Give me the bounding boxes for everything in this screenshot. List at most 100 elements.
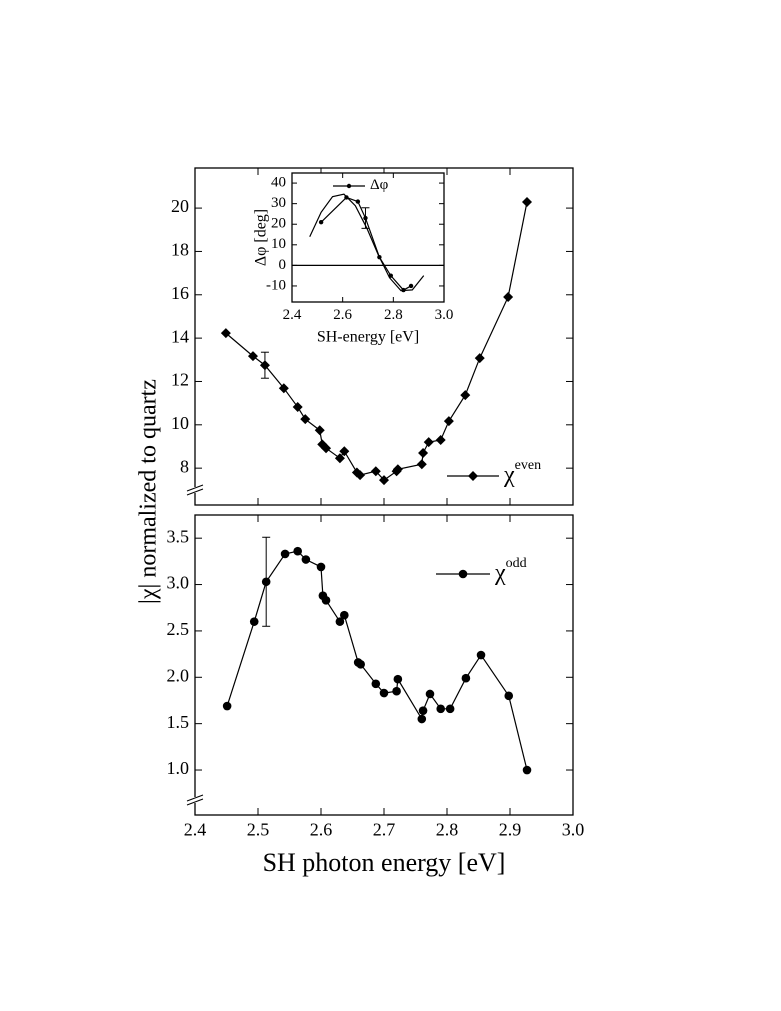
y-axis-label: Δφ [deg] [253,209,270,266]
marker [370,466,381,477]
y-tick-label: 1.0 [167,758,190,778]
x-tick-label: 2.6 [333,307,352,323]
axis-break [186,798,204,806]
y-tick-label: 20 [171,196,189,216]
marker [474,353,485,364]
marker [316,562,326,572]
marker [247,351,258,362]
x-axis-label: SH photon energy [eV] [263,848,506,877]
x-tick-label: 2.4 [184,819,207,839]
marker [355,199,361,204]
marker [504,691,514,701]
marker [371,679,381,689]
marker [416,459,427,470]
x-tick-label: 3.0 [562,819,585,839]
marker [392,464,403,475]
marker [408,283,414,289]
series-line [309,193,425,292]
marker [278,383,289,394]
marker [321,596,331,605]
marker [301,555,311,564]
x-tick-label: 2.8 [384,307,403,323]
marker [418,706,428,715]
y-tick-label: 30 [271,195,286,211]
x-tick-label: 2.9 [499,819,522,839]
marker [340,610,349,620]
marker [445,704,455,714]
axis-break-gap [189,797,201,803]
legend-label: χodd [494,556,527,585]
x-tick-label: 2.8 [436,819,459,839]
marker [318,219,324,225]
legend-marker [468,471,478,481]
y-tick-label: 16 [171,283,189,303]
y-axis-label: |χ| normalized to quartz [136,379,162,604]
legend-name: χ [494,560,506,586]
y-tick-label: 18 [171,240,189,260]
y-tick-label: 2.0 [167,665,190,685]
marker [220,328,231,339]
legend-marker [458,569,468,579]
y-tick-label: 20 [271,216,286,232]
marker [522,197,533,208]
y-tick-label: 14 [171,326,189,346]
marker [314,425,325,436]
axis-break [186,794,204,802]
marker [443,416,454,427]
axis-break-gap [189,487,201,493]
marker [417,714,427,724]
x-tick-label: 2.5 [247,819,270,839]
legend-marker [346,183,352,189]
y-tick-label: 1.5 [167,712,190,732]
legend-label: Δφ [370,177,389,193]
legend-label: χeven [503,458,541,487]
marker [335,617,345,626]
marker [425,689,435,699]
x-tick-label: 3.0 [435,307,454,323]
marker [355,470,366,481]
marker [392,686,401,696]
y-tick-label: 12 [171,370,189,390]
marker [293,546,302,556]
marker [393,674,403,684]
y-tick-label: 10 [171,413,189,433]
marker [461,673,471,683]
marker [436,704,446,714]
marker [423,437,434,448]
axis-break [186,488,204,496]
marker [222,701,232,711]
legend-superscript: odd [506,556,527,571]
marker [334,453,345,464]
plot-frame [194,514,574,816]
axis-break [186,484,204,492]
marker [379,688,389,698]
y-tick-label: 10 [271,236,286,252]
marker [460,390,471,401]
marker [280,549,290,559]
plot-frame [291,172,445,303]
legend-name: χ [503,462,515,488]
y-tick-label: 0 [279,257,287,273]
y-tick-label: 2.5 [167,619,190,639]
y-tick-label: -10 [266,277,286,293]
marker [321,443,332,454]
marker [435,434,446,445]
marker [503,291,514,302]
x-tick-label: 2.7 [373,819,396,839]
marker [356,660,365,669]
y-tick-label: 3.0 [167,573,190,593]
marker [476,650,486,660]
marker [292,402,303,413]
x-tick-label: 2.4 [283,307,302,323]
marker [379,475,389,486]
y-tick-label: 8 [180,456,189,476]
y-tick-label: 3.5 [167,526,190,546]
legend-name: Δφ [370,177,389,193]
x-axis-label: SH-energy [eV] [317,329,419,346]
marker [249,617,259,626]
marker [418,447,429,458]
marker [339,446,350,457]
marker [522,765,532,775]
y-tick-label: 40 [271,175,286,191]
